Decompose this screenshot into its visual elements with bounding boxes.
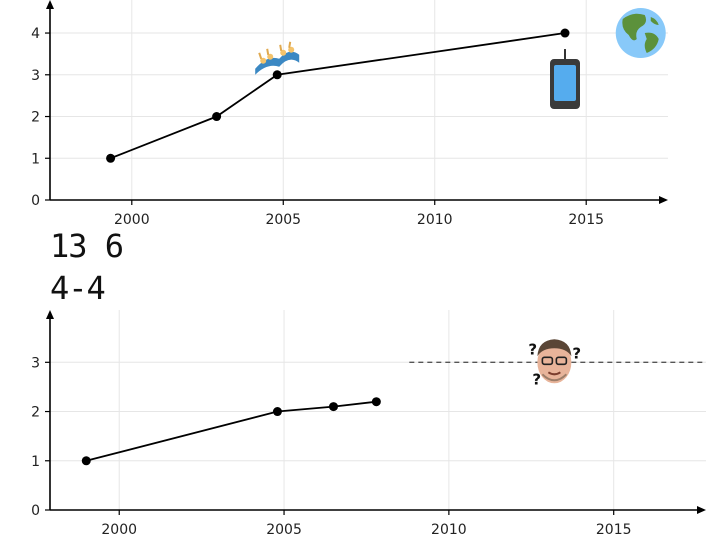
x-tick-label: 2000: [114, 212, 150, 228]
globe-icon: [615, 8, 666, 59]
y-tick-label: 2: [31, 110, 40, 126]
y-axis-arrow: [46, 310, 54, 319]
x-axis-arrow: [659, 196, 668, 204]
coaster-icon: [254, 40, 301, 76]
phone-icon: [549, 48, 581, 111]
x-tick-label: 2005: [266, 522, 302, 538]
data-point: [81, 456, 91, 466]
x-tick-label: 2010: [431, 522, 467, 538]
overlay-label-2: 4-4: [50, 269, 106, 307]
overlay-label-1: 13 6: [50, 227, 124, 265]
y-tick-label: 4: [31, 26, 40, 42]
data-point: [106, 153, 116, 163]
y-tick-label: 1: [31, 151, 40, 167]
x-tick-label: 2000: [101, 522, 137, 538]
data-point: [212, 112, 222, 122]
data-point: [560, 28, 570, 38]
y-axis-arrow: [46, 0, 54, 9]
series-line: [86, 400, 377, 462]
y-tick-label: 3: [31, 355, 40, 371]
x-tick-label: 2015: [596, 522, 632, 538]
data-point: [272, 407, 282, 417]
y-tick-label: 1: [31, 454, 40, 470]
chart-bottom: 2000 2005 2010 2015 0 1 2 3: [31, 310, 706, 538]
y-tick-label: 2: [31, 405, 40, 421]
confused-face-icon: [527, 338, 583, 390]
data-point: [272, 70, 282, 80]
data-point: [371, 397, 381, 407]
data-point: [328, 402, 338, 412]
x-tick-label: 2015: [568, 212, 604, 228]
x-tick-label: 2010: [417, 212, 453, 228]
y-tick-label: 0: [31, 503, 40, 519]
series-line: [110, 32, 566, 160]
chart-top: 2000 2005 2010 2015 0 1 2 3 4: [31, 0, 668, 228]
y-tick-label: 3: [31, 68, 40, 84]
y-tick-label: 0: [31, 193, 40, 209]
x-axis-arrow: [697, 506, 706, 514]
x-tick-label: 2005: [265, 212, 301, 228]
